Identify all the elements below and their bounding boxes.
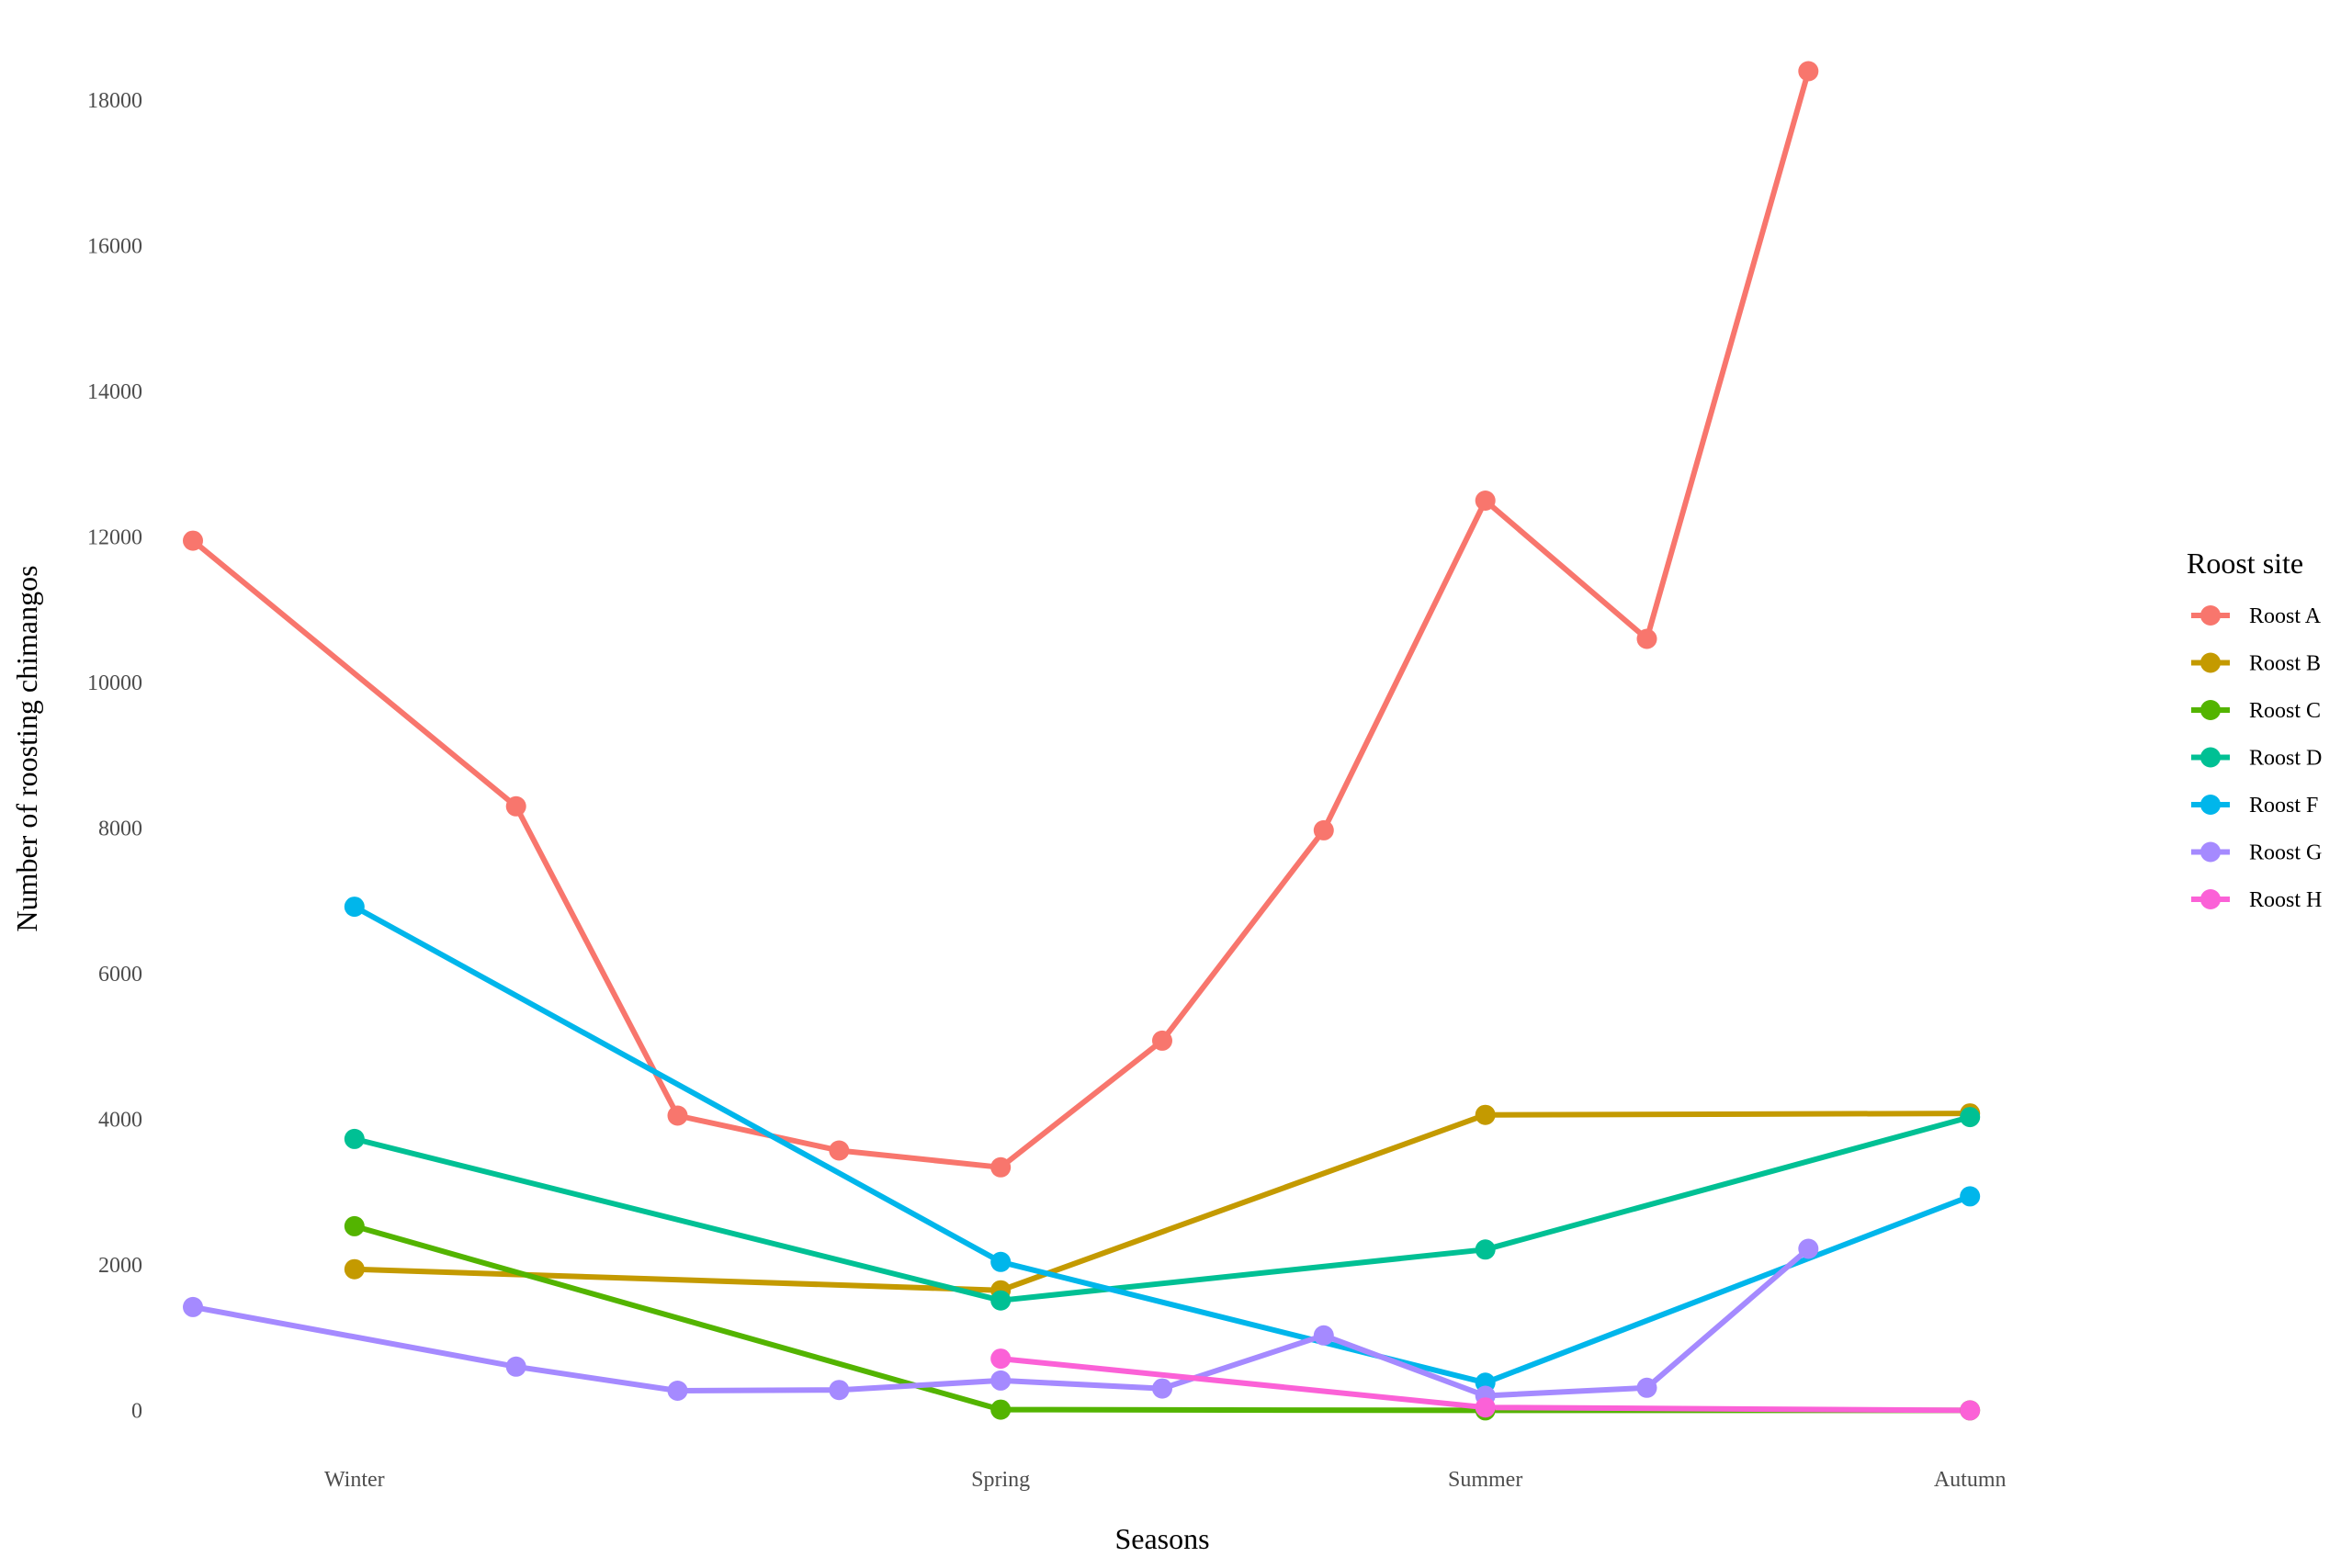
legend-item: Roost B <box>2191 652 2321 676</box>
legend-key-point <box>2200 841 2221 863</box>
legend-item: Roost H <box>2191 888 2322 912</box>
data-point-roost-f <box>344 897 365 918</box>
x-tick-label: Winter <box>324 1468 385 1492</box>
x-tick-label: Spring <box>971 1468 1030 1492</box>
legend-key-point <box>2200 889 2221 909</box>
series-points <box>183 61 1981 1421</box>
legend-item: Roost D <box>2191 747 2322 771</box>
data-point-roost-g <box>990 1370 1012 1391</box>
legend-item: Roost A <box>2191 604 2322 628</box>
y-tick-label: 12000 <box>87 526 142 550</box>
series-line-roost-f <box>351 904 1973 1386</box>
data-point-roost-f <box>990 1251 1012 1272</box>
data-point-roost-b <box>1475 1104 1496 1125</box>
data-point-roost-g <box>667 1381 688 1401</box>
legend-label: Roost C <box>2249 699 2321 723</box>
data-point-roost-d <box>990 1290 1012 1311</box>
y-axis-ticks: 0 2000 4000 6000 8000 10000 12000 14000 16000 180… <box>87 89 142 1423</box>
series-lines <box>190 68 1973 1414</box>
series-line-roost-b <box>351 1111 1973 1293</box>
legend-key-point <box>2200 605 2221 626</box>
y-axis-title: Number of roosting chimangos <box>10 565 43 931</box>
y-tick-label: 6000 <box>98 963 142 987</box>
data-point-roost-g <box>1798 1238 1819 1259</box>
legend: Roost site Roost A Roost B Roost C Roost D R… <box>2187 547 2322 912</box>
data-point-roost-a <box>829 1140 850 1161</box>
data-point-roost-a <box>1636 628 1657 649</box>
data-point-roost-a <box>1798 61 1819 82</box>
data-point-roost-d <box>344 1128 365 1149</box>
data-point-roost-a <box>183 530 203 551</box>
data-point-roost-a <box>505 795 526 817</box>
data-point-roost-a <box>1313 819 1334 840</box>
legend-item: Roost G <box>2191 841 2322 865</box>
data-point-roost-d <box>1475 1239 1496 1260</box>
data-point-roost-h <box>1960 1400 1981 1421</box>
legend-key-point <box>2200 795 2221 815</box>
legend-label: Roost F <box>2249 794 2318 818</box>
legend-key-point <box>2200 700 2221 720</box>
data-point-roost-a <box>1475 491 1496 511</box>
y-tick-label: 4000 <box>98 1108 142 1132</box>
series-line-roost-g <box>190 1246 1812 1399</box>
data-point-roost-g <box>1636 1377 1657 1398</box>
data-point-roost-g <box>183 1296 203 1317</box>
data-point-roost-g <box>505 1356 526 1377</box>
y-tick-label: 16000 <box>87 235 142 259</box>
x-tick-label: Summer <box>1448 1468 1522 1492</box>
data-point-roost-h <box>1475 1397 1496 1418</box>
y-tick-label: 14000 <box>87 380 142 404</box>
series-line-roost-d <box>351 1114 1973 1303</box>
legend-title: Roost site <box>2187 547 2303 580</box>
data-point-roost-c <box>990 1399 1012 1420</box>
data-point-roost-a <box>667 1105 688 1126</box>
legend-item: Roost C <box>2191 699 2321 723</box>
legend-key-point <box>2200 747 2221 768</box>
x-tick-label: Autumn <box>1934 1468 2007 1492</box>
series-line-roost-a <box>190 68 1812 1170</box>
y-tick-label: 10000 <box>87 671 142 695</box>
data-point-roost-b <box>344 1258 365 1280</box>
legend-label: Roost H <box>2249 888 2322 912</box>
legend-key-point <box>2200 652 2221 673</box>
legend-label: Roost D <box>2249 747 2322 771</box>
legend-item: Roost F <box>2191 794 2318 818</box>
data-point-roost-g <box>829 1380 850 1401</box>
legend-label: Roost G <box>2249 841 2322 865</box>
data-point-roost-d <box>1960 1107 1981 1128</box>
y-tick-label: 8000 <box>98 818 142 841</box>
x-axis-title: Seasons <box>1114 1522 1209 1555</box>
data-point-roost-c <box>344 1215 365 1236</box>
y-tick-label: 0 <box>131 1399 142 1423</box>
x-axis-ticks: Winter Spring Summer Autumn <box>324 1468 2007 1492</box>
legend-label: Roost B <box>2249 652 2321 676</box>
data-point-roost-g <box>1313 1325 1334 1346</box>
legend-label: Roost A <box>2249 604 2322 628</box>
data-point-roost-a <box>1152 1030 1172 1051</box>
y-tick-label: 18000 <box>87 89 142 113</box>
data-point-roost-f <box>1960 1186 1981 1207</box>
data-point-roost-h <box>990 1348 1012 1370</box>
y-tick-label: 2000 <box>98 1254 142 1278</box>
data-point-roost-g <box>1152 1378 1172 1399</box>
data-point-roost-a <box>990 1156 1012 1178</box>
